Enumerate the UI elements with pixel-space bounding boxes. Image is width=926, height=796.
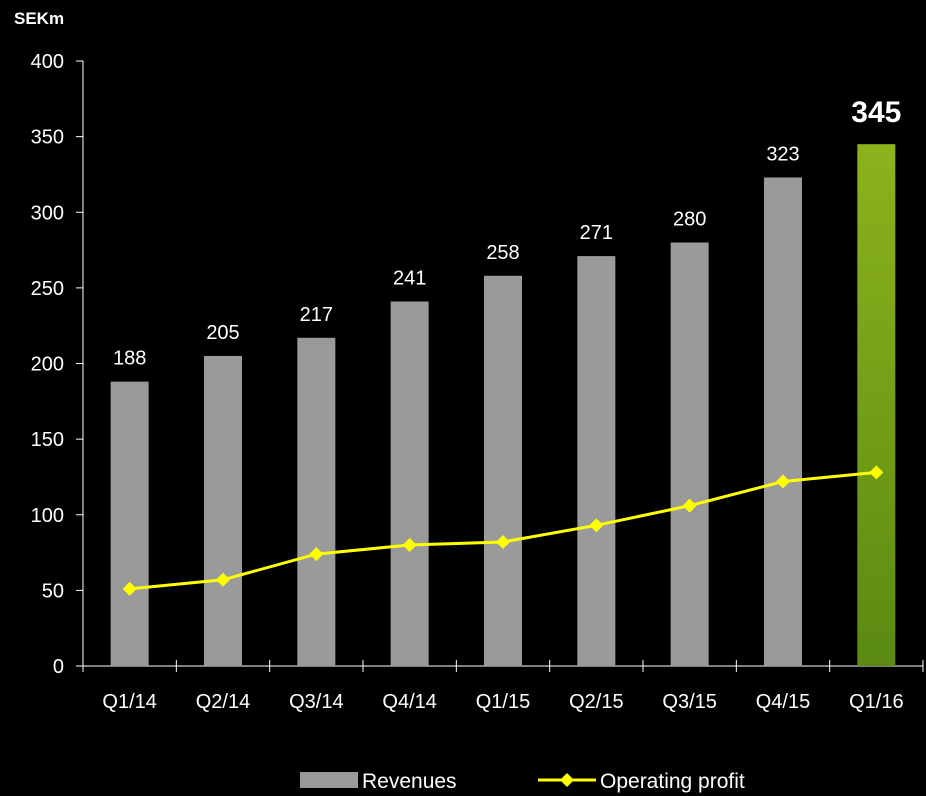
legend: Revenues Operating profit [300, 770, 745, 793]
revenue-bar [297, 337, 336, 666]
revenue-data-label: 345 [851, 96, 901, 129]
y-tick-label: 0 [53, 656, 64, 678]
x-tick-label: Q1/14 [102, 691, 156, 713]
revenue-bar [390, 301, 429, 666]
x-tick-label: Q4/14 [382, 691, 436, 713]
y-axis-unit-label: SEKm [14, 9, 64, 28]
operating-profit-marker [776, 474, 790, 489]
revenue-data-label: 241 [393, 267, 426, 289]
y-tick-label: 400 [31, 51, 64, 73]
x-tick-label: Q3/15 [662, 691, 716, 713]
revenue-bar-highlight [857, 144, 896, 666]
operating-profit-marker [682, 498, 697, 513]
y-tick-label: 200 [31, 354, 64, 376]
revenue-bar [110, 381, 149, 666]
legend-label-operating-profit: Operating profit [600, 770, 745, 793]
y-axis: 0 50 100 150 200 250 300 350 400 [31, 51, 84, 678]
operating-profit-marker [309, 547, 324, 562]
x-tick-label: Q3/14 [289, 691, 343, 713]
x-tick-label: Q1/16 [849, 691, 903, 713]
x-tick-label: Q1/15 [476, 691, 530, 713]
revenue-data-label: 258 [486, 242, 519, 264]
revenue-data-label: 205 [206, 322, 239, 344]
y-tick-label: 50 [42, 580, 64, 602]
y-tick-label: 300 [31, 202, 64, 224]
revenue-data-label: 271 [580, 222, 613, 244]
revenue-bar [577, 256, 616, 666]
operating-profit-marker [122, 581, 137, 596]
x-tick-label: Q2/15 [569, 691, 623, 713]
y-tick-label: 250 [31, 278, 64, 300]
legend-label-revenues: Revenues [362, 770, 457, 793]
operating-profit-marker [869, 465, 884, 480]
x-axis: Q1/14 Q2/14 Q3/14 Q4/14 Q1/15 Q2/15 Q3/15 Q4/15… [82, 660, 924, 713]
x-tick-label: Q4/15 [756, 691, 810, 713]
y-tick-label: 150 [31, 429, 64, 451]
revenue-data-label: 323 [766, 143, 799, 165]
legend-marker-operating-profit [560, 773, 574, 787]
revenue-data-label: 217 [300, 304, 333, 326]
operating-profit-marker [216, 572, 230, 587]
revenue-bar [484, 275, 522, 666]
revenue-bars [110, 144, 896, 666]
operating-profit-marker [402, 538, 417, 552]
x-tick-label: Q2/14 [196, 691, 250, 713]
operating-profit-marker [496, 534, 510, 549]
operating-profit-line [122, 465, 884, 596]
revenue-bar [764, 177, 802, 666]
operating-profit-marker [589, 518, 604, 533]
revenue-bar [670, 242, 709, 666]
legend-swatch-revenues [300, 772, 358, 788]
revenue-data-labels: 188 205 217 241 258 271 280 323 345 [113, 96, 901, 369]
y-tick-label: 350 [31, 127, 64, 149]
revenue-data-label: 280 [673, 209, 706, 231]
revenue-bar [204, 355, 242, 666]
revenue-data-label: 188 [113, 348, 146, 370]
y-tick-label: 100 [31, 505, 64, 527]
